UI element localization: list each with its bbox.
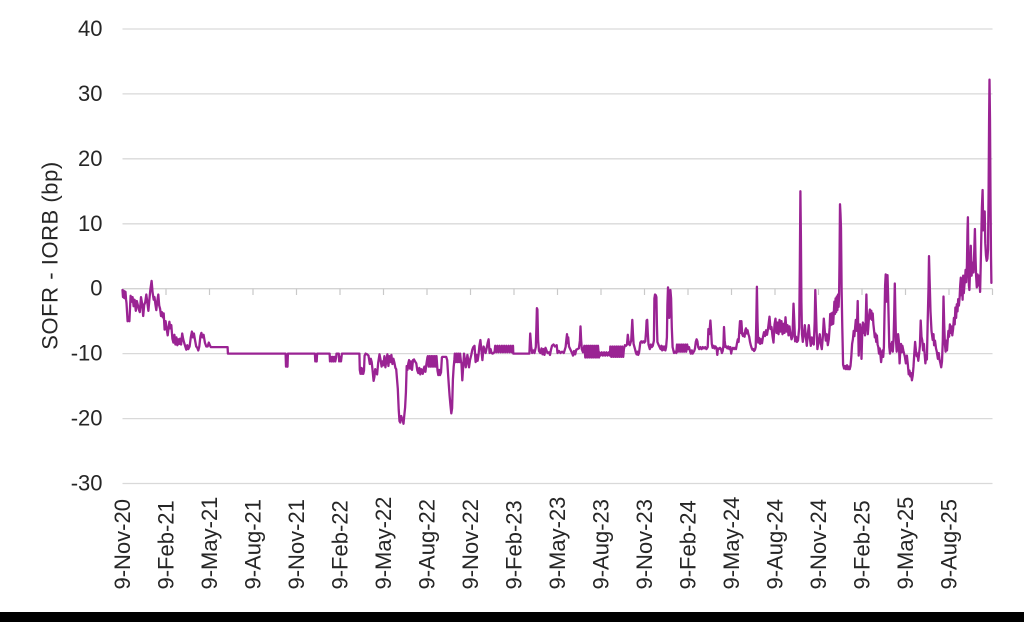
svg-text:9-Nov-21: 9-Nov-21 [284, 499, 309, 589]
svg-text:9-Feb-22: 9-Feb-22 [327, 500, 352, 589]
svg-text:9-Aug-25: 9-Aug-25 [936, 499, 961, 590]
svg-text:9-May-25: 9-May-25 [893, 497, 918, 590]
svg-text:9-Feb-23: 9-Feb-23 [501, 500, 526, 589]
svg-text:9-May-24: 9-May-24 [719, 497, 744, 590]
svg-text:SOFR - IORB (bp): SOFR - IORB (bp) [38, 161, 63, 349]
svg-text:-10: -10 [71, 341, 103, 366]
svg-text:9-Feb-24: 9-Feb-24 [675, 500, 700, 589]
svg-text:30: 30 [78, 81, 102, 106]
svg-text:9-Nov-20: 9-Nov-20 [110, 499, 135, 589]
svg-text:-20: -20 [71, 406, 103, 431]
svg-text:9-May-21: 9-May-21 [197, 497, 222, 590]
svg-text:9-Aug-23: 9-Aug-23 [588, 499, 613, 590]
svg-text:40: 40 [78, 16, 102, 41]
svg-text:-30: -30 [71, 471, 103, 496]
svg-text:9-Nov-24: 9-Nov-24 [806, 499, 831, 589]
svg-text:9-May-23: 9-May-23 [545, 497, 570, 590]
svg-text:9-Aug-22: 9-Aug-22 [414, 499, 439, 590]
svg-text:9-May-22: 9-May-22 [371, 497, 396, 590]
svg-text:9-Nov-22: 9-Nov-22 [458, 499, 483, 589]
svg-text:20: 20 [78, 146, 102, 171]
svg-text:9-Feb-21: 9-Feb-21 [153, 500, 178, 589]
svg-text:9-Feb-25: 9-Feb-25 [849, 500, 874, 589]
svg-text:9-Nov-23: 9-Nov-23 [632, 499, 657, 589]
svg-text:9-Aug-21: 9-Aug-21 [240, 499, 265, 590]
svg-text:10: 10 [78, 211, 102, 236]
svg-text:9-Aug-24: 9-Aug-24 [762, 499, 787, 590]
svg-text:0: 0 [90, 276, 102, 301]
